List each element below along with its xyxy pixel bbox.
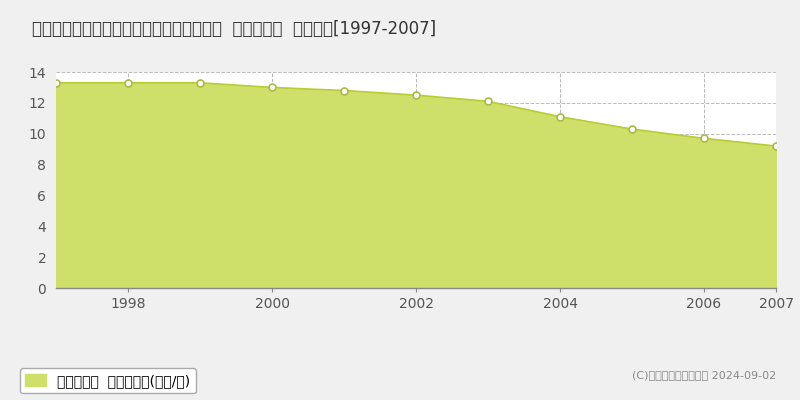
Point	[698, 135, 710, 142]
Point	[770, 143, 782, 149]
Point	[122, 80, 134, 86]
Point	[338, 87, 350, 94]
Point	[626, 126, 638, 132]
Legend: 基準地価格  平均坪単価(万円/坪): 基準地価格 平均坪単価(万円/坪)	[20, 368, 196, 393]
Point	[194, 80, 206, 86]
Point	[266, 84, 278, 91]
Point	[482, 98, 494, 104]
Point	[410, 92, 422, 98]
Text: 徳島県鳴門市大麻町津慈字センドウ７４番  基準地価格  地価推移[1997-2007]: 徳島県鳴門市大麻町津慈字センドウ７４番 基準地価格 地価推移[1997-2007…	[32, 20, 436, 38]
Text: (C)土地価格ドットコム 2024-09-02: (C)土地価格ドットコム 2024-09-02	[632, 370, 776, 380]
Point	[554, 114, 566, 120]
Point	[50, 80, 62, 86]
